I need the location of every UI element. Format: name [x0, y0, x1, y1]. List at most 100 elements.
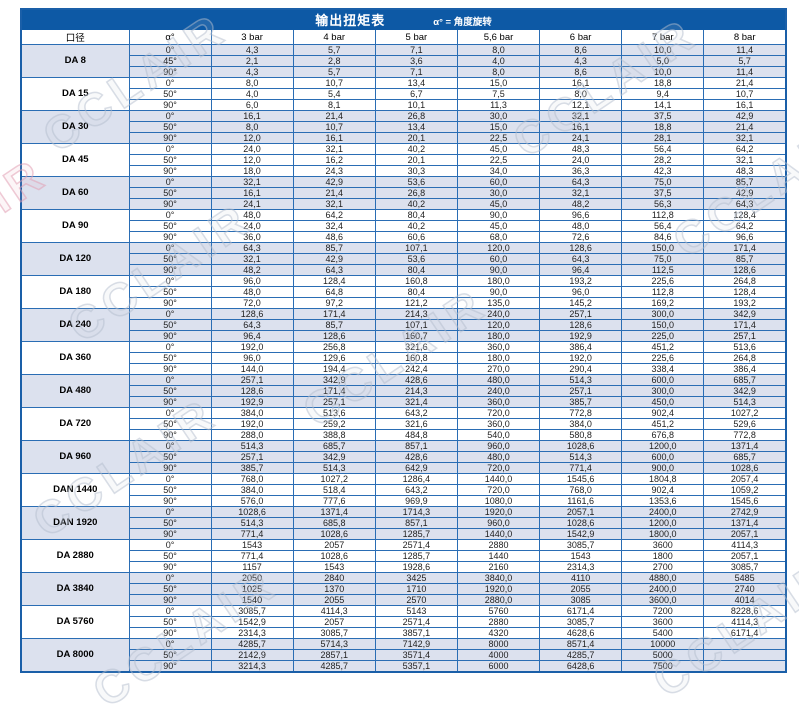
torque-value-cell: 2700 [621, 561, 705, 573]
torque-value-cell: 4,0 [456, 55, 541, 67]
torque-value-cell: 48,0 [210, 286, 294, 298]
torque-value-cell: 42,9 [703, 187, 787, 199]
model-cell: DA 5760 [20, 605, 130, 639]
torque-value-cell: 90,0 [456, 286, 541, 298]
angle-cell: 50° [128, 418, 212, 430]
angle-cell: 90° [128, 99, 212, 111]
table-row: 90° 2314,3 3085,7 3857,1 4320 4628,6 5400 6171,… [21, 627, 787, 639]
torque-value-cell: 128,4 [703, 209, 787, 221]
torque-value-cell: 3,6 [374, 55, 458, 67]
torque-value-cell: 20,1 [374, 154, 458, 166]
torque-value-cell: 2840 [292, 572, 376, 584]
torque-value-cell: 97,2 [292, 297, 376, 309]
torque-value-cell: 321,6 [374, 418, 458, 430]
torque-value-cell: 1080,0 [456, 495, 541, 507]
header-pressure: 8 bar [703, 29, 787, 45]
torque-value-cell: 5400 [621, 627, 705, 639]
torque-value-cell: 3085,7 [539, 539, 623, 551]
torque-value-cell: 24,0 [210, 220, 294, 232]
torque-value-cell: 2740 [703, 583, 787, 595]
table-row: 90° 72,0 97,2 121,2 135,0 145,2 169,2 193,2 [21, 297, 787, 309]
torque-value-cell: 40,2 [374, 143, 458, 155]
torque-value-cell: 18,8 [621, 121, 705, 133]
torque-value-cell: 80,4 [374, 286, 458, 298]
torque-value-cell: 192,0 [210, 341, 294, 353]
angle-cell: 0° [128, 341, 212, 353]
table-row: DA 360 0° 192,0 256,8 321,6 360,0 386,4 451,2 51… [20, 341, 787, 375]
torque-value-cell: 4114,3 [292, 605, 376, 617]
torque-value-cell: 384,0 [539, 418, 623, 430]
torque-value-cell: 2571,4 [374, 616, 458, 628]
torque-value-cell: 192,0 [210, 418, 294, 430]
table-row: DA 960 0° 514,3 685,7 857,1 960,0 1028,6 1200,0… [20, 440, 787, 474]
torque-value-cell: 96,0 [539, 286, 623, 298]
torque-value-cell: 7200 [621, 605, 705, 617]
torque-value-cell: 720,0 [456, 407, 541, 419]
angle-cell: 0° [128, 176, 212, 188]
torque-value-cell: 900,0 [621, 462, 705, 474]
torque-value-cell: 45,0 [456, 220, 541, 232]
torque-value-cell: 8571,4 [539, 638, 623, 650]
torque-value-cell: 1028,6 [292, 550, 376, 562]
torque-value-cell: 600,0 [621, 451, 705, 463]
torque-value-cell: 2880,0 [456, 594, 541, 606]
torque-value-cell: 8,0 [210, 121, 294, 133]
torque-value-cell: 2880 [456, 539, 541, 551]
torque-value-cell: 21,4 [292, 187, 376, 199]
torque-value-cell: 257,1 [210, 374, 294, 386]
table-row: DA 30 0° 16,1 21,4 26,8 30,0 32,1 37,5 42,9 [20, 110, 787, 144]
torque-value-cell: 643,2 [374, 407, 458, 419]
angle-cell: 0° [128, 440, 212, 452]
torque-value-cell: 85,7 [703, 176, 787, 188]
torque-value-cell: 1540 [210, 594, 294, 606]
angle-cell: 0° [128, 638, 212, 650]
angle-cell: 50° [128, 187, 212, 199]
torque-value-cell: 121,2 [374, 297, 458, 309]
torque-value-cell: 257,1 [539, 308, 623, 320]
table-row: 50° 64,3 85,7 107,1 120,0 128,6 150,0 171,4 [21, 319, 787, 331]
torque-value-cell: 135,0 [456, 297, 541, 309]
torque-value-cell: 24,3 [292, 165, 376, 177]
torque-value-cell: 321,6 [374, 341, 458, 353]
angle-cell: 90° [128, 363, 212, 375]
torque-value-cell: 2160 [456, 561, 541, 573]
torque-value-cell: 4,3 [210, 66, 294, 78]
torque-value-cell [703, 660, 787, 673]
torque-value-cell: 772,8 [539, 407, 623, 419]
torque-value-cell: 2314,3 [539, 561, 623, 573]
table-row: DA 8000 0° 4285,7 5714,3 7142,9 8000 8571,4 100… [20, 638, 787, 673]
torque-value-cell: 160,8 [374, 352, 458, 364]
torque-value-cell: 96,6 [539, 209, 623, 221]
torque-value-cell: 388,8 [292, 429, 376, 441]
torque-value-cell: 513,6 [292, 407, 376, 419]
torque-value-cell: 128,6 [703, 264, 787, 276]
torque-value-cell: 4320 [456, 627, 541, 639]
angle-cell: 0° [128, 374, 212, 386]
torque-value-cell: 6000 [456, 660, 541, 673]
table-title: 输出扭矩表 [315, 13, 386, 28]
table-row: DA 3840 0° 2050 2840 3425 3840,0 4110 4880,0 548… [20, 572, 787, 606]
table-row: DA 5760 0° 3085,7 4114,3 5143 5760 6171,4 7200 8… [20, 605, 787, 639]
torque-value-cell: 32,1 [210, 176, 294, 188]
torque-value-cell: 7142,9 [374, 638, 458, 650]
torque-value-cell: 16,1 [210, 187, 294, 199]
header-pressure: 4 bar [292, 29, 376, 45]
torque-value-cell: 18,0 [210, 165, 294, 177]
torque-value-cell: 384,0 [210, 407, 294, 419]
torque-value-cell: 1027,2 [292, 473, 376, 485]
torque-value-cell: 96,4 [539, 264, 623, 276]
torque-value-cell: 96,0 [210, 352, 294, 364]
torque-value-cell: 16,1 [703, 99, 787, 111]
torque-value-cell: 4110 [539, 572, 623, 584]
torque-value-cell: 36,0 [210, 231, 294, 243]
torque-value-cell: 48,2 [539, 198, 623, 210]
torque-value-cell: 1157 [210, 561, 294, 573]
torque-value-cell: 56,4 [621, 220, 705, 232]
torque-value-cell: 128,6 [210, 385, 294, 397]
torque-value-cell: 257,1 [292, 396, 376, 408]
torque-value-cell: 36,3 [539, 165, 623, 177]
torque-value-cell: 3085,7 [292, 627, 376, 639]
table-row: 50° 96,0 129,6 160,8 180,0 192,0 225,6 264,8 [21, 352, 787, 364]
torque-value-cell: 22,5 [456, 154, 541, 166]
torque-value-cell: 3857,1 [374, 627, 458, 639]
